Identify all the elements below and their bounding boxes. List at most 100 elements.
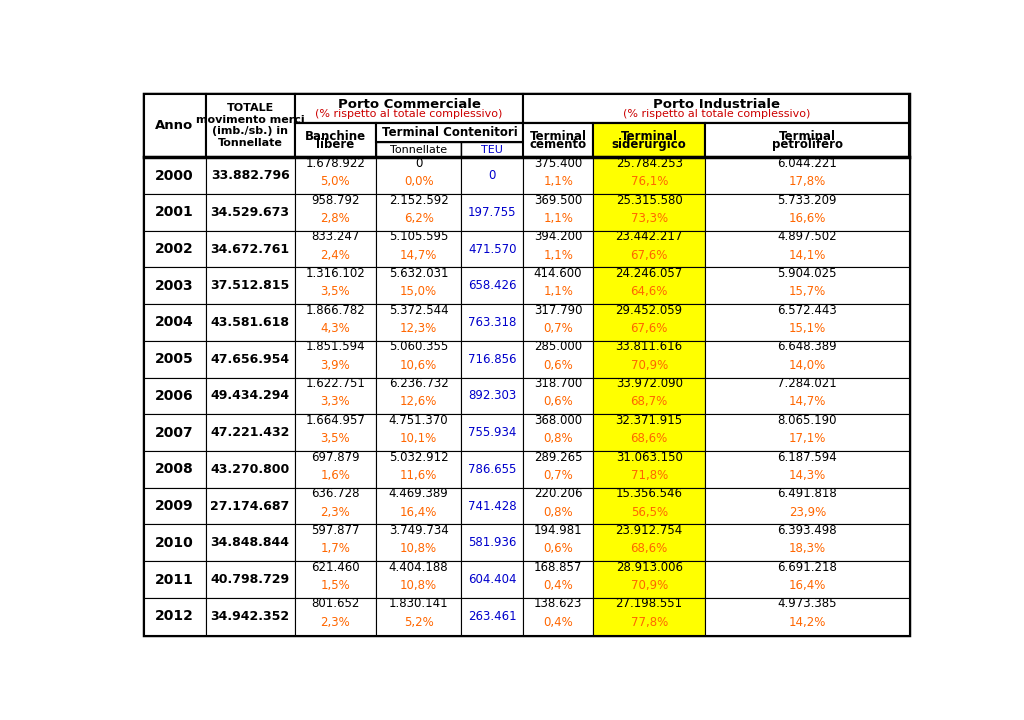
Text: 1,6%: 1,6% [321, 469, 350, 482]
Text: 5.105.595: 5.105.595 [389, 230, 449, 243]
Bar [461, 377, 523, 414]
Text: 15.356.546: 15.356.546 [615, 487, 683, 500]
Text: 197.755: 197.755 [468, 206, 516, 219]
Text: 6.393.498: 6.393.498 [777, 524, 837, 537]
Bar [206, 561, 295, 598]
Text: 369.500: 369.500 [534, 194, 583, 207]
Text: Terminal Contenitori: Terminal Contenitori [382, 126, 517, 139]
Text: 34.529.673: 34.529.673 [211, 206, 290, 219]
Text: 368.000: 368.000 [535, 414, 583, 427]
Text: 43.270.800: 43.270.800 [211, 463, 290, 476]
Bar [295, 451, 376, 487]
Text: 1,5%: 1,5% [321, 579, 350, 592]
Text: 12,3%: 12,3% [400, 322, 437, 335]
Text: 2004: 2004 [155, 315, 194, 330]
Text: 49.434.294: 49.434.294 [211, 390, 290, 402]
Text: 2010: 2010 [155, 536, 194, 550]
Text: 14,7%: 14,7% [400, 248, 437, 261]
Text: 1.664.957: 1.664.957 [305, 414, 366, 427]
Text: 1.678.922: 1.678.922 [305, 157, 366, 170]
Text: 4.897.502: 4.897.502 [777, 230, 837, 243]
Bar [593, 561, 706, 598]
Text: 2008: 2008 [155, 462, 194, 477]
Text: 3.749.734: 3.749.734 [389, 524, 449, 537]
Text: 6.572.443: 6.572.443 [777, 304, 838, 317]
Bar [143, 304, 206, 341]
Bar [593, 123, 706, 157]
Text: 1,7%: 1,7% [321, 542, 350, 555]
Bar [461, 487, 523, 524]
Bar [143, 414, 206, 451]
Text: 4.751.370: 4.751.370 [389, 414, 449, 427]
Text: TEU: TEU [481, 145, 503, 155]
Text: 0: 0 [415, 157, 422, 170]
Bar [206, 94, 295, 157]
Text: 5.372.544: 5.372.544 [389, 304, 449, 317]
Bar [143, 157, 206, 194]
Text: 4,3%: 4,3% [321, 322, 350, 335]
Text: 14,3%: 14,3% [788, 469, 826, 482]
Text: 10,8%: 10,8% [400, 542, 437, 555]
Bar [706, 598, 909, 634]
Text: 2,3%: 2,3% [321, 505, 350, 518]
Text: 194.981: 194.981 [534, 524, 583, 537]
Bar [593, 524, 706, 561]
Bar [376, 123, 523, 142]
Bar [206, 194, 295, 230]
Bar [461, 304, 523, 341]
Text: 658.426: 658.426 [468, 279, 516, 292]
Text: 43.581.618: 43.581.618 [211, 316, 290, 329]
Bar [461, 194, 523, 230]
Text: 56,5%: 56,5% [631, 505, 668, 518]
Text: 1,1%: 1,1% [543, 212, 573, 225]
Text: 3,3%: 3,3% [321, 395, 350, 408]
Text: 801.652: 801.652 [311, 598, 359, 611]
Bar [376, 341, 461, 377]
Text: 581.936: 581.936 [468, 536, 516, 549]
Text: 6.491.818: 6.491.818 [777, 487, 838, 500]
Text: 2,3%: 2,3% [321, 616, 350, 629]
Bar [461, 230, 523, 267]
Text: 16,4%: 16,4% [788, 579, 826, 592]
Bar [206, 487, 295, 524]
Text: 76,1%: 76,1% [631, 175, 668, 188]
Text: 2007: 2007 [156, 426, 194, 440]
Bar [523, 341, 593, 377]
Text: 2002: 2002 [155, 242, 194, 256]
Bar [593, 267, 706, 304]
Text: 4.469.389: 4.469.389 [389, 487, 449, 500]
Text: 2,4%: 2,4% [321, 248, 350, 261]
Text: 2000: 2000 [156, 168, 194, 183]
Bar [206, 267, 295, 304]
Bar [523, 451, 593, 487]
Text: 3,5%: 3,5% [321, 432, 350, 445]
Text: 32.371.915: 32.371.915 [615, 414, 683, 427]
Text: 697.879: 697.879 [311, 451, 359, 464]
Text: 64,6%: 64,6% [631, 285, 668, 298]
Bar [143, 194, 206, 230]
Bar [523, 561, 593, 598]
Bar [523, 524, 593, 561]
Bar [376, 304, 461, 341]
Text: Terminal: Terminal [779, 130, 836, 143]
Text: 15,7%: 15,7% [788, 285, 826, 298]
Text: 1.851.594: 1.851.594 [305, 341, 366, 354]
Bar [523, 414, 593, 451]
Text: 786.655: 786.655 [468, 463, 516, 476]
Text: Porto Commerciale: Porto Commerciale [338, 98, 480, 111]
Text: 263.461: 263.461 [468, 610, 516, 623]
Text: 0,7%: 0,7% [544, 322, 573, 335]
Text: 0,7%: 0,7% [544, 469, 573, 482]
Bar [461, 561, 523, 598]
Text: 31.063.150: 31.063.150 [615, 451, 683, 464]
Bar [295, 194, 376, 230]
Text: 17,8%: 17,8% [788, 175, 826, 188]
Bar [143, 230, 206, 267]
Bar [593, 598, 706, 634]
Bar [376, 414, 461, 451]
Text: 29.452.059: 29.452.059 [615, 304, 683, 317]
Text: 0,8%: 0,8% [544, 505, 573, 518]
Text: 1,1%: 1,1% [543, 175, 573, 188]
Text: 6.691.218: 6.691.218 [777, 561, 838, 574]
Text: 28.913.006: 28.913.006 [615, 561, 683, 574]
